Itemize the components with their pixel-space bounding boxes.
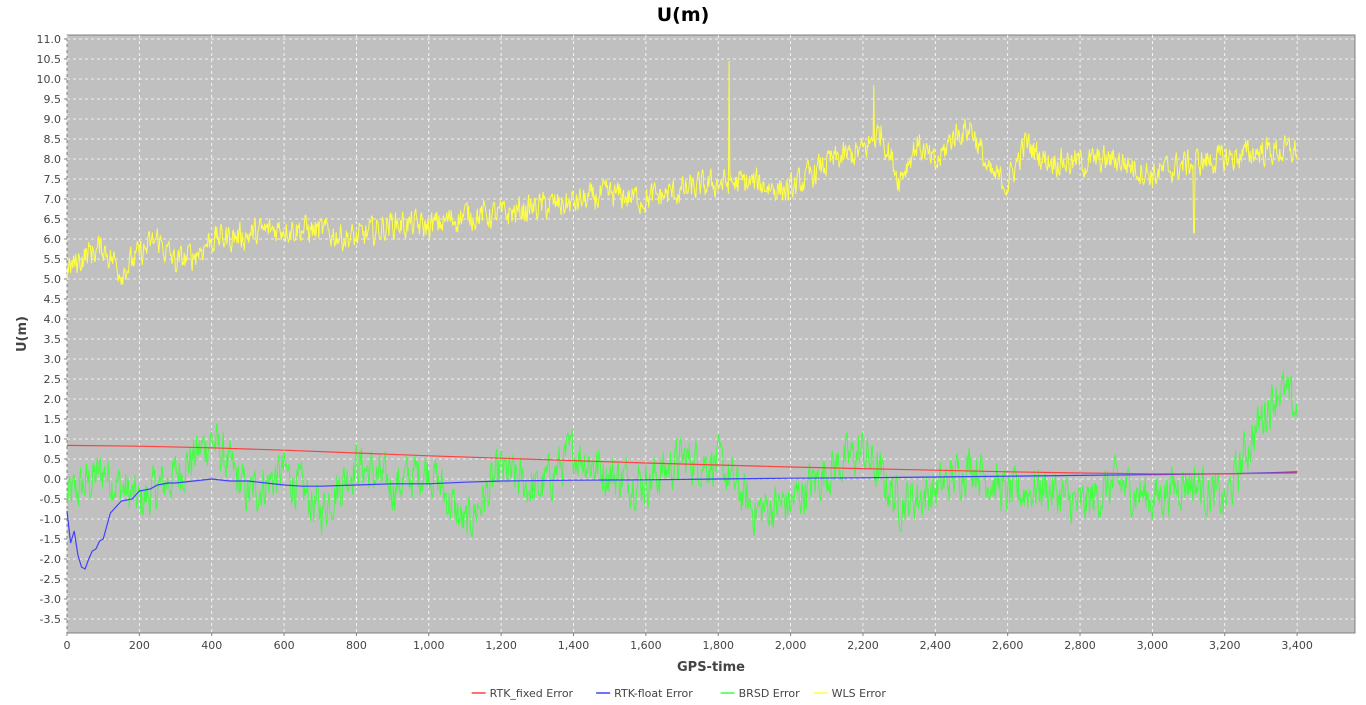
y-tick-label: 10.5 <box>37 53 62 66</box>
y-tick-label: 4.5 <box>44 293 62 306</box>
y-tick-label: 5.0 <box>44 273 62 286</box>
y-tick-label: -1.0 <box>40 513 61 526</box>
y-tick-label: 8.5 <box>44 133 62 146</box>
y-tick-label: 4.0 <box>44 313 62 326</box>
y-tick-label: 5.5 <box>44 253 62 266</box>
y-tick-label: -2.0 <box>40 553 61 566</box>
x-tick-label: 2,600 <box>992 639 1024 652</box>
x-tick-label: 1,400 <box>558 639 590 652</box>
x-tick-label: 1,200 <box>485 639 517 652</box>
y-axis-label: U(m) <box>15 316 30 352</box>
x-tick-label: 2,800 <box>1064 639 1096 652</box>
x-tick-label: 2,400 <box>920 639 952 652</box>
series-line-1 <box>66 471 1298 570</box>
series-line-3 <box>66 60 1298 285</box>
series-line-0 <box>66 444 1298 475</box>
y-tick-label: 2.5 <box>44 373 62 386</box>
y-tick-label: 3.0 <box>44 353 62 366</box>
x-tick-label: 400 <box>201 639 222 652</box>
x-tick-label: 1,800 <box>702 639 734 652</box>
y-tick-label: -3.0 <box>40 593 61 606</box>
y-tick-label: 1.5 <box>44 413 62 426</box>
x-tick-label: 0 <box>64 639 71 652</box>
y-tick-label: 10.0 <box>37 73 62 86</box>
y-tick-label: 8.0 <box>44 153 62 166</box>
x-tick-label: 3,400 <box>1281 639 1313 652</box>
y-tick-label: -3.5 <box>40 613 61 626</box>
y-tick-label: 7.0 <box>44 193 62 206</box>
y-tick-label: -2.5 <box>40 573 61 586</box>
x-axis-label: GPS-time <box>677 660 745 675</box>
x-tick-label: 3,000 <box>1137 639 1169 652</box>
legend-label: BRSD Error <box>739 687 800 700</box>
y-tick-label: 6.0 <box>44 233 62 246</box>
y-tick-label: -0.5 <box>40 493 61 506</box>
y-tick-label: 6.5 <box>44 213 62 226</box>
y-tick-label: -1.5 <box>40 533 61 546</box>
x-tick-label: 3,200 <box>1209 639 1241 652</box>
grid <box>66 35 1355 633</box>
y-tick-label: 0.0 <box>44 473 62 486</box>
y-tick-label: 9.0 <box>44 113 62 126</box>
legend-label: RTK_fixed Error <box>490 687 574 700</box>
plot-area <box>66 34 1356 634</box>
x-tick-label: 800 <box>346 639 367 652</box>
x-tick-label: 2,000 <box>775 639 807 652</box>
legend-label: WLS Error <box>832 687 887 700</box>
y-tick-label: 11.0 <box>37 33 62 46</box>
x-tick-label: 1,600 <box>630 639 662 652</box>
series-layer <box>66 60 1298 570</box>
axes: -3.5 -3.0 -2.5 -2.0 -1.5 -1.0 -0.5 0.0 0.5 1.0 1.5… <box>37 33 1313 652</box>
x-tick-label: 2,200 <box>847 639 879 652</box>
legend-label: RTK-float Error <box>614 687 693 700</box>
y-tick-label: 7.5 <box>44 173 62 186</box>
y-tick-label: 2.0 <box>44 393 62 406</box>
y-tick-label: 3.5 <box>44 333 62 346</box>
y-tick-label: 0.5 <box>44 453 62 466</box>
chart-title: U(m) <box>657 4 710 26</box>
legend: RTK_fixed Error RTK-float Error BRSD Error… <box>471 687 887 700</box>
y-tick-label: 1.0 <box>44 433 62 446</box>
series-line-2 <box>66 370 1298 538</box>
x-tick-label: 200 <box>129 639 150 652</box>
y-tick-label: 9.5 <box>44 93 62 106</box>
x-tick-label: 600 <box>274 639 295 652</box>
x-tick-label: 1,000 <box>413 639 445 652</box>
